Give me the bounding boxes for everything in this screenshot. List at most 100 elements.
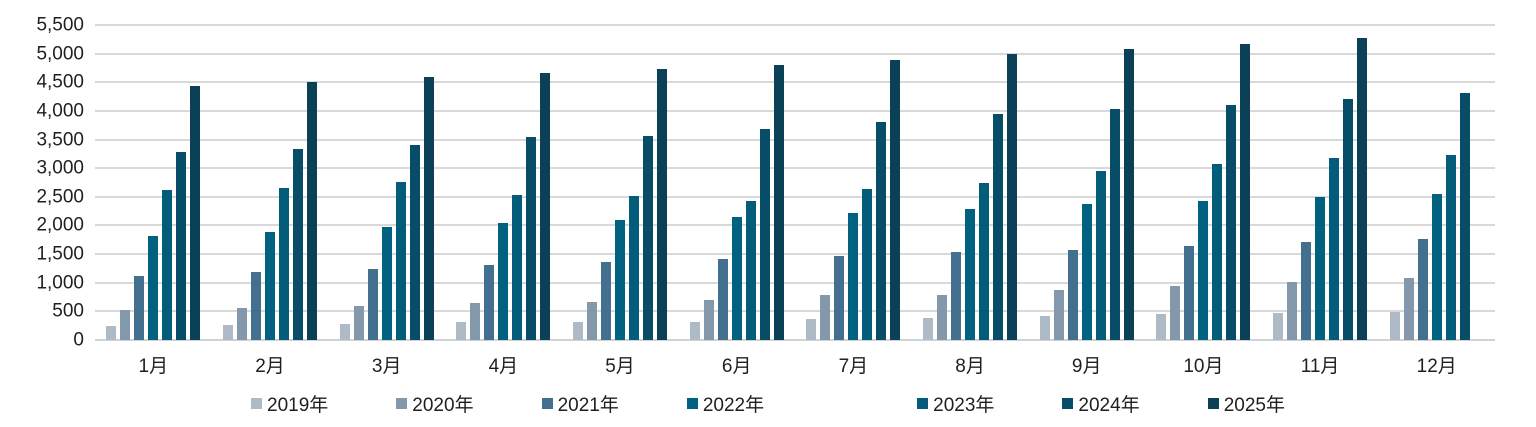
x-tick-label-10月: 10月: [1183, 356, 1224, 377]
bar-2023年-10月: [1212, 164, 1223, 340]
month-group-6月: [678, 25, 795, 340]
bar-2022年-5月: [615, 220, 626, 340]
bar-2020年-6月: [703, 299, 714, 340]
bar-2019年-10月: [1156, 314, 1167, 340]
bar-2022年-6月: [731, 216, 742, 340]
bar-2022年-1月: [148, 235, 159, 340]
bar-2022年-4月: [498, 222, 509, 340]
bar-2023年-3月: [395, 181, 406, 340]
bar-2025年-4月: [540, 73, 551, 340]
month-group-3月: [328, 25, 445, 340]
month-group-1月: [95, 25, 212, 340]
y-tick-label: 0: [73, 329, 84, 351]
legend-swatch-icon: [1207, 398, 1219, 409]
bar-2019年-5月: [573, 322, 584, 340]
legend-swatch-icon: [396, 398, 408, 409]
bar-2023年-5月: [629, 195, 640, 340]
x-axis-line: [95, 339, 1495, 341]
legend-label: 2020年: [412, 395, 474, 416]
gridline: [95, 167, 1495, 170]
bar-2024年-10月: [1226, 104, 1237, 340]
bar-2022年-11月: [1315, 197, 1326, 340]
x-tick-label-5月: 5月: [605, 356, 635, 377]
bar-cluster: [106, 25, 201, 340]
bar-2025年-7月: [890, 59, 901, 340]
gridline: [95, 253, 1495, 256]
bar-cluster: [339, 25, 434, 340]
month-groups: [95, 25, 1495, 340]
x-tick-label-1月: 1月: [138, 356, 169, 377]
bar-2023年-9月: [1095, 171, 1106, 340]
bar-2023年-12月: [1445, 155, 1456, 340]
bar-2024年-7月: [876, 121, 887, 340]
legend-item-2020年: 2020年: [396, 390, 474, 417]
legend-swatch-icon: [1062, 398, 1074, 409]
bar-2019年-6月: [689, 321, 700, 340]
month-group-2月: [212, 25, 329, 340]
gridline: [95, 195, 1495, 198]
bar-2022年-10月: [1198, 201, 1209, 340]
y-axis: 0 500 1,000 1,500 2,000 2,500 3,000 3,500 4,000 4…: [0, 16, 84, 350]
month-group-4月: [445, 25, 562, 340]
bar-cluster: [1273, 25, 1368, 340]
bar-2025年-5月: [657, 68, 668, 340]
x-tick-label-3月: 3月: [371, 356, 402, 377]
x-axis-labels: 1月 2月 3月 4月 5月 6月 7月 8月 9月 10月 11月 12月: [95, 351, 1495, 378]
month-group-7月: [795, 25, 912, 340]
bar-2020年-4月: [470, 303, 481, 340]
bar-2024年-1月: [176, 151, 187, 340]
legend-item-2019年: 2019年: [251, 390, 328, 417]
gridline: [95, 109, 1495, 112]
y-tick-label: 1,000: [36, 272, 84, 294]
x-tick-label-12月: 12月: [1416, 356, 1457, 377]
bar-2019年-9月: [1039, 315, 1050, 340]
legend-label: 2024年: [1078, 395, 1140, 416]
bar-2021年-6月: [717, 259, 728, 340]
month-group-9月: [1028, 25, 1145, 340]
bar-2025年-10月: [1240, 43, 1251, 340]
y-tick-label: 5,500: [36, 14, 84, 36]
bar-2020年-11月: [1287, 282, 1298, 340]
bar-2023年-2月: [279, 187, 289, 340]
legend-item-2023年: 2023年: [917, 390, 994, 417]
bar-2020年-10月: [1170, 286, 1181, 340]
bar-2021年-10月: [1184, 246, 1195, 340]
legend-item-2025年: 2025年: [1207, 390, 1285, 417]
gridline: [95, 81, 1495, 84]
bar-cluster: [923, 25, 1018, 340]
month-group-8月: [912, 25, 1029, 340]
bar-2020年-2月: [237, 307, 247, 340]
bar-2021年-1月: [134, 275, 145, 340]
bar-cluster: [456, 25, 551, 340]
plot-area: [95, 24, 1495, 341]
bar-2020年-1月: [120, 309, 131, 340]
bar-2019年-8月: [923, 317, 934, 340]
bar-2021年-5月: [601, 262, 612, 340]
y-tick-label: 3,000: [36, 157, 84, 179]
bar-cluster: [1389, 25, 1484, 340]
bar-2024年-12月: [1459, 92, 1470, 340]
bar-2025年-11月: [1357, 37, 1368, 340]
legend-swatch-icon: [686, 398, 698, 409]
gridline: [95, 52, 1495, 55]
legend-item-2022年: 2022年: [686, 390, 764, 417]
bar-2024年-2月: [293, 148, 303, 340]
bar-2019年-3月: [339, 323, 350, 340]
month-group-5月: [562, 25, 679, 340]
bar-2022年-3月: [381, 226, 392, 340]
bar-2021年-12月: [1417, 238, 1428, 340]
bar-2019年-7月: [806, 319, 817, 340]
bar-cluster: [1039, 25, 1134, 340]
x-tick-label-4月: 4月: [488, 356, 519, 377]
legend: 2019年 2020年 2021年 2022年 2023年 2024年 2025年: [0, 390, 1536, 417]
bar-2019年-11月: [1273, 313, 1284, 340]
bar-2024年-4月: [526, 137, 537, 340]
bar-2019年-1月: [106, 326, 117, 340]
legend-label: 2021年: [557, 395, 619, 416]
bar-2022年-9月: [1081, 204, 1092, 340]
y-tick-label: 1,500: [36, 243, 84, 265]
bar-2023年-7月: [862, 189, 873, 340]
bar-2020年-5月: [587, 302, 598, 340]
bar-cluster: [1156, 25, 1251, 340]
bar-2022年-8月: [965, 208, 976, 340]
